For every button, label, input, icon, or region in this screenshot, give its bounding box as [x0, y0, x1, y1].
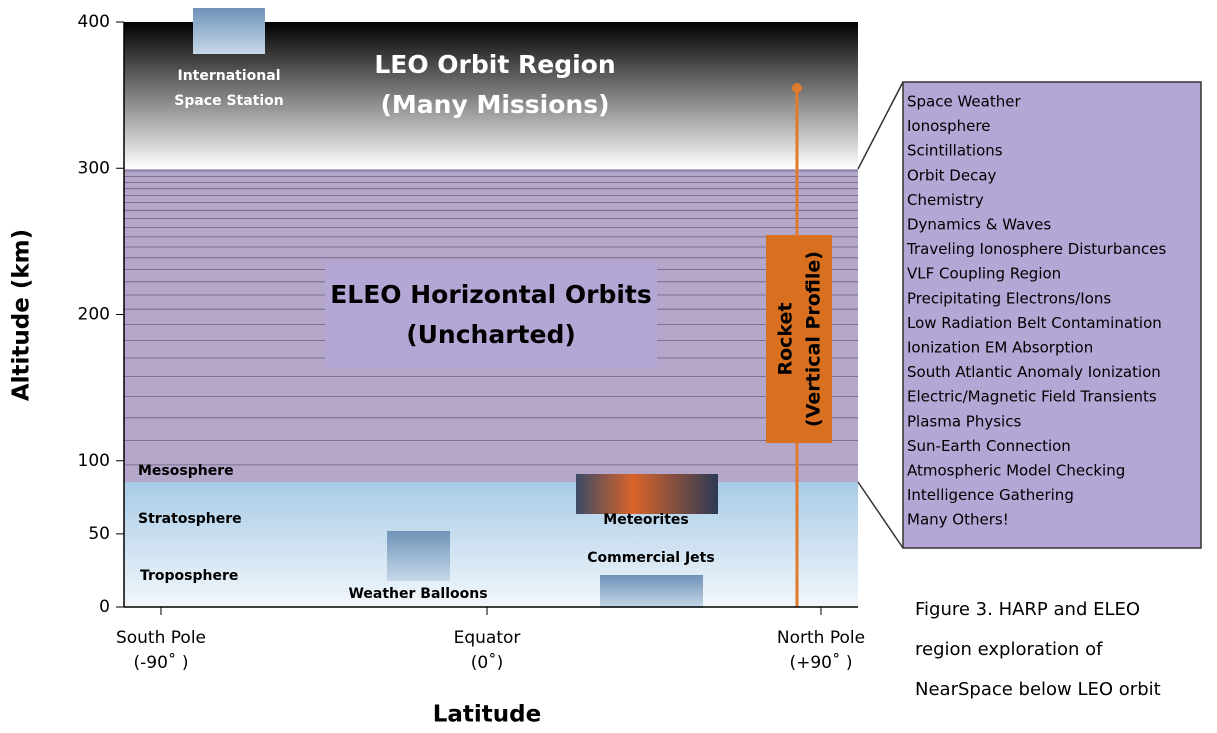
- meteorites-label: Meteorites: [603, 512, 688, 528]
- connector: [858, 482, 903, 548]
- topic-item: Dynamics & Waves: [907, 216, 1051, 234]
- x-tick-label: (-90˚ ): [134, 652, 189, 673]
- topic-item: South Atlantic Anomaly Ionization: [907, 363, 1161, 381]
- caption-line: Figure 3. HARP and ELEO: [915, 599, 1140, 620]
- balloons-label: Weather Balloons: [348, 586, 487, 602]
- y-tick-label: 50: [88, 524, 110, 544]
- stratosphere-label: Stratosphere: [138, 511, 242, 527]
- caption-line: region exploration of: [915, 639, 1103, 660]
- eleo-label: ELEO Horizontal Orbits: [330, 280, 652, 309]
- y-tick-label: 0: [99, 597, 110, 617]
- x-tick-label: Equator: [454, 628, 521, 648]
- topic-item: Ionosphere: [907, 117, 990, 135]
- y-tick-label: 300: [78, 158, 110, 178]
- iss-label: International: [177, 68, 280, 84]
- x-tick-label: (0˚): [471, 652, 504, 673]
- leo-label: (Many Missions): [380, 90, 609, 119]
- x-axis-label: Latitude: [433, 702, 542, 728]
- topic-item: VLF Coupling Region: [907, 265, 1061, 283]
- topic-item: Ionization EM Absorption: [907, 339, 1093, 357]
- jets-label: Commercial Jets: [587, 550, 714, 566]
- diagram: ELEO Horizontal Orbits (Uncharted) LEO O…: [0, 0, 1217, 729]
- x-tick-label: (+90˚ ): [789, 652, 852, 673]
- caption-line: NearSpace below LEO orbit: [915, 679, 1161, 700]
- y-tick-label: 100: [78, 451, 110, 471]
- y-tick-label: 400: [78, 12, 110, 32]
- topic-item: Plasma Physics: [907, 412, 1021, 430]
- topic-item: Intelligence Gathering: [907, 486, 1074, 504]
- mesosphere-label: Mesosphere: [138, 463, 234, 479]
- balloon-image: [387, 531, 450, 581]
- topic-item: Electric/Magnetic Field Transients: [907, 388, 1157, 406]
- iss-image: [193, 8, 265, 54]
- topic-item: Low Radiation Belt Contamination: [907, 314, 1162, 332]
- lower-atmosphere: [124, 482, 858, 607]
- rocket-apex: [792, 83, 802, 93]
- topic-item: Chemistry: [907, 191, 984, 209]
- meteorite-image: [576, 474, 718, 514]
- eleo-label-box: [325, 262, 657, 368]
- y-axis-label: Altitude (km): [9, 229, 35, 401]
- topic-item: Orbit Decay: [907, 166, 997, 184]
- x-tick-label: South Pole: [116, 628, 206, 648]
- topic-item: Many Others!: [907, 511, 1009, 529]
- topic-item: Precipitating Electrons/Ions: [907, 289, 1111, 307]
- y-tick-label: 200: [78, 305, 110, 325]
- x-tick-label: North Pole: [777, 628, 865, 648]
- topic-item: Sun-Earth Connection: [907, 437, 1071, 455]
- leo-label: LEO Orbit Region: [374, 50, 615, 79]
- rocket-label: (Vertical Profile): [803, 251, 825, 427]
- troposphere-label: Troposphere: [140, 568, 238, 584]
- topic-item: Space Weather: [907, 93, 1021, 111]
- iss-label: Space Station: [174, 93, 284, 109]
- topic-item: Atmospheric Model Checking: [907, 462, 1125, 480]
- eleo-label: (Uncharted): [406, 320, 576, 349]
- connector: [858, 82, 903, 169]
- rocket-label: Rocket: [775, 302, 797, 375]
- topic-item: Traveling Ionosphere Disturbances: [906, 240, 1167, 258]
- jet-image: [600, 575, 703, 608]
- topic-item: Scintillations: [907, 142, 1003, 160]
